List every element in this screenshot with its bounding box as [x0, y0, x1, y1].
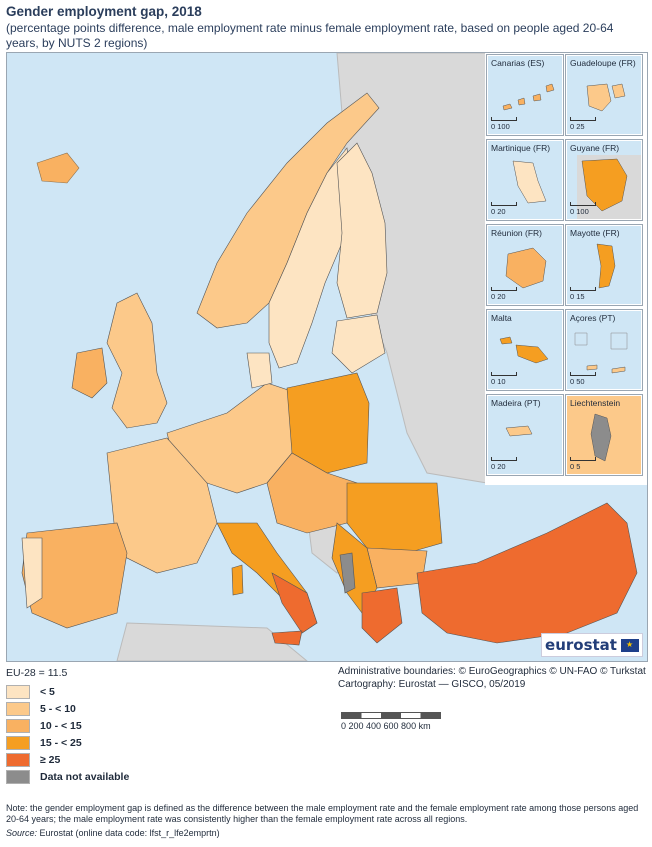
inset-liechtenstein: Liechtenstein 0 5 [565, 394, 643, 476]
map-subtitle: (percentage points difference, male empl… [6, 21, 614, 50]
inset-malta: Malta 0 10 [486, 309, 564, 391]
inset-martinique: Martinique (FR) 0 20 [486, 139, 564, 221]
eu-average: EU-28 = 11.5 [6, 667, 68, 679]
source: Source: Eurostat (online data code: lfst… [6, 828, 220, 838]
credits: Administrative boundaries: © EuroGeograp… [338, 666, 646, 690]
inset-mayotte: Mayotte (FR) 0 15 [565, 224, 643, 306]
legend: < 5 5 - < 10 10 - < 15 15 - < 25 ≥ 25 Da… [6, 683, 129, 785]
map-frame: Canarias (ES) 0 100 Guadeloupe (FR) 0 25… [6, 52, 648, 662]
map-title: Gender employment gap, 2018 [6, 4, 202, 19]
legend-item: < 5 [6, 683, 129, 700]
legend-item: ≥ 25 [6, 751, 129, 768]
legend-item: 10 - < 15 [6, 717, 129, 734]
note: Note: the gender employment gap is defin… [6, 803, 639, 824]
legend-swatch [6, 701, 30, 716]
legend-item: 5 - < 10 [6, 700, 129, 717]
inset-reunion: Réunion (FR) 0 20 [486, 224, 564, 306]
legend-item: 15 - < 25 [6, 734, 129, 751]
legend-swatch [6, 735, 30, 750]
eu-flag-icon [620, 638, 639, 652]
legend-swatch [6, 684, 30, 699]
scale-bar: 0 200 400 600 800 km [341, 712, 441, 731]
inset-acores: Açores (PT) 0 50 [565, 309, 643, 391]
legend-swatch [6, 769, 30, 784]
eurostat-logo: eurostat [541, 633, 643, 657]
inset-madeira: Madeira (PT) 0 20 [486, 394, 564, 476]
inset-guyane: Guyane (FR) 0 100 [565, 139, 643, 221]
legend-swatch [6, 752, 30, 767]
inset-canarias: Canarias (ES) 0 100 [486, 54, 564, 136]
inset-guadeloupe: Guadeloupe (FR) 0 25 [565, 54, 643, 136]
legend-swatch [6, 718, 30, 733]
legend-item: Data not available [6, 768, 129, 785]
